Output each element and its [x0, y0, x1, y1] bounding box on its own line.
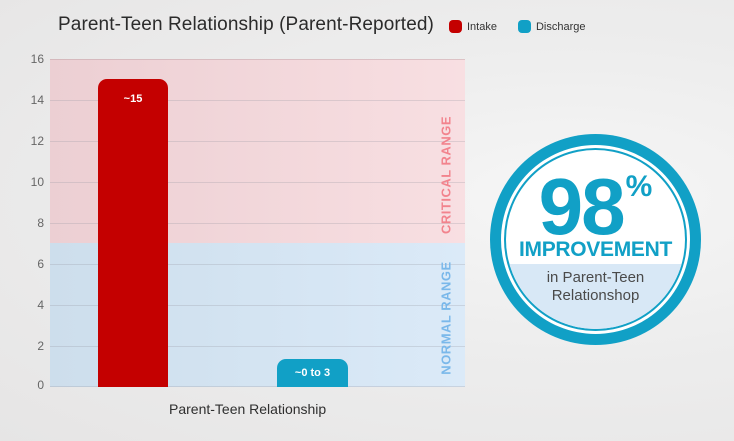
y-tick-6: 6	[37, 257, 44, 271]
bar-discharge-label: ~0 to 3	[294, 367, 331, 379]
legend: Intake Discharge	[449, 20, 607, 33]
y-tick-8: 8	[37, 216, 44, 230]
gridline	[50, 386, 465, 387]
y-tick-0: 0	[37, 378, 44, 392]
gridline	[50, 264, 465, 265]
plot-top-border	[50, 59, 465, 60]
y-tick-12: 12	[30, 134, 44, 148]
gridline	[50, 182, 465, 183]
badge-number: 98	[538, 162, 626, 251]
legend-label-discharge: Discharge	[535, 20, 586, 33]
gridline	[50, 141, 465, 142]
legend-item-discharge: Discharge	[517, 20, 586, 33]
badge-inner-ring: 98% IMPROVEMENT in Parent-Teen Relations…	[504, 148, 687, 331]
y-tick-4: 4	[37, 298, 44, 312]
y-tick-2: 2	[37, 339, 44, 353]
badge-ring-gap: 98% IMPROVEMENT in Parent-Teen Relations…	[501, 145, 690, 334]
badge-headline: IMPROVEMENT	[518, 238, 673, 261]
badge-percent-sign: %	[625, 170, 653, 203]
badge-percentage: 98%	[506, 167, 685, 247]
badge-band	[506, 264, 685, 329]
legend-item-intake: Intake	[449, 20, 497, 33]
bar-intake-label: ~15	[123, 93, 143, 105]
chart-title: Parent-Teen Relationship (Parent-Reporte…	[58, 14, 434, 35]
critical-range-label: CRITICAL RANGE	[438, 116, 454, 234]
y-tick-10: 10	[30, 175, 44, 189]
gridline	[50, 305, 465, 306]
bar-discharge: ~0 to 3	[277, 359, 348, 387]
badge-subtitle: in Parent-Teen Relationshop	[506, 269, 685, 305]
gridline	[50, 100, 465, 101]
y-tick-14: 14	[30, 93, 44, 107]
discharge-swatch-icon	[517, 20, 531, 33]
bar-intake: ~15	[98, 79, 168, 387]
badge-subtitle-line1: in Parent-Teen	[546, 269, 645, 286]
normal-range-label: NORMAL RANGE	[438, 261, 454, 375]
gridline	[50, 346, 465, 347]
plot-area: ~15 ~0 to 3 CRITICAL RANGE NORMAL RANGE	[50, 59, 465, 387]
legend-label-intake: Intake	[467, 20, 497, 33]
badge-face: 98% IMPROVEMENT in Parent-Teen Relations…	[506, 150, 685, 329]
intake-swatch-icon	[449, 20, 462, 33]
x-axis-label: Parent-Teen Relationship	[169, 401, 327, 417]
improvement-badge: 98% IMPROVEMENT in Parent-Teen Relations…	[490, 134, 701, 345]
gridline	[50, 223, 465, 224]
badge-subtitle-line2: Relationshop	[551, 287, 640, 304]
y-tick-16: 16	[30, 52, 44, 66]
